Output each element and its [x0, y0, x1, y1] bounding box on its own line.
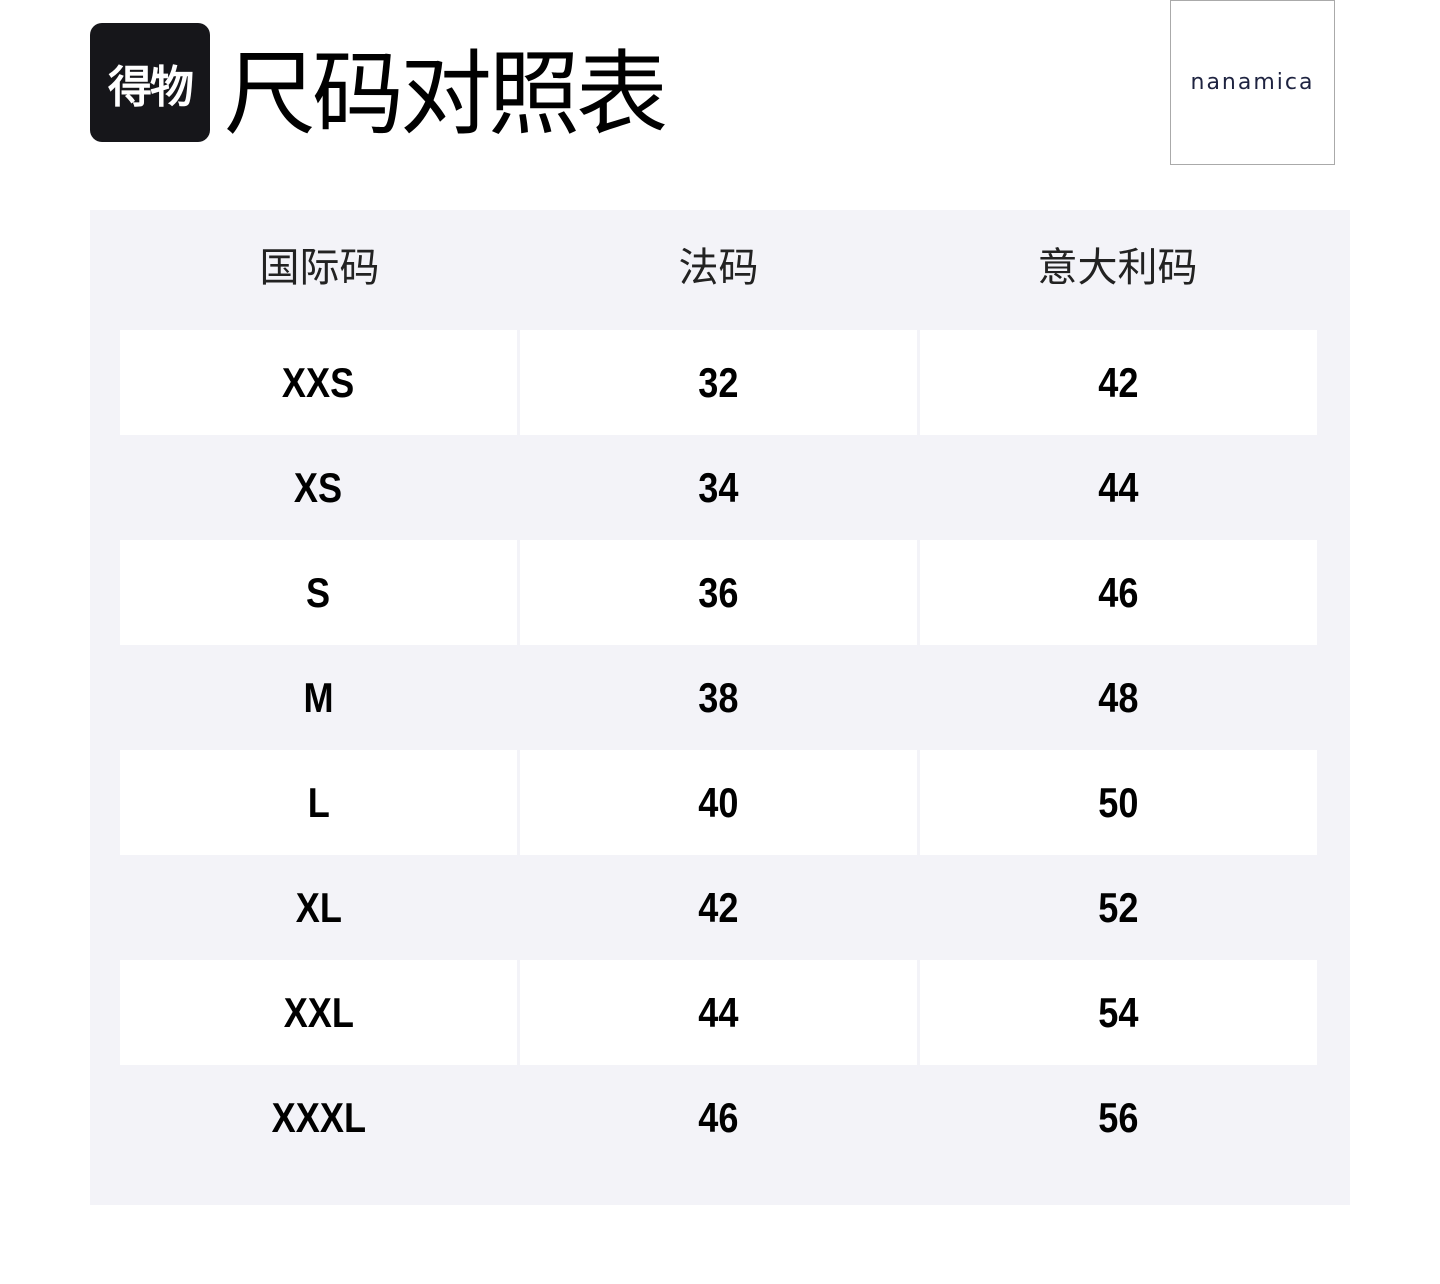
cell-value: S: [306, 568, 331, 616]
table-cell: 44: [520, 960, 917, 1065]
cell-value: 44: [698, 988, 739, 1036]
cell-value: 44: [1098, 463, 1139, 511]
table-cell: XS: [120, 435, 517, 540]
cell-value: L: [307, 778, 330, 826]
table-cell: XXL: [120, 960, 517, 1065]
table-cell: 48: [920, 645, 1317, 750]
table-row: XS 34 44: [120, 435, 1317, 540]
cell-value: 56: [1098, 1093, 1139, 1141]
cell-value: XXXL: [271, 1093, 366, 1141]
table-cell: 34: [520, 435, 917, 540]
table-cell: XXS: [120, 330, 517, 435]
column-header: 意大利码: [1037, 245, 1198, 291]
column-header: 国际码: [259, 245, 380, 291]
table-cell: 42: [520, 855, 917, 960]
cell-value: 54: [1098, 988, 1139, 1036]
size-chart-table: 国际码 法码 意大利码 XXS 32 42 XS 34 44 S 36 46 M 38 48 L 40 50…: [90, 210, 1350, 1205]
table-cell: 40: [520, 750, 917, 855]
cell-value: 46: [1098, 568, 1139, 616]
table-cell: 46: [920, 540, 1317, 645]
cell-value: 34: [698, 463, 739, 511]
table-cell: 38: [520, 645, 917, 750]
cell-value: 46: [698, 1093, 739, 1141]
cell-value: XL: [295, 883, 342, 931]
table-cell: 36: [520, 540, 917, 645]
cell-value: 40: [698, 778, 739, 826]
table-cell: S: [120, 540, 517, 645]
column-header: 法码: [678, 245, 759, 291]
table-cell: L: [120, 750, 517, 855]
table-cell: 52: [920, 855, 1317, 960]
cell-value: XXS: [282, 358, 355, 406]
page-title: 尺码对照表: [224, 41, 668, 148]
table-cell: 46: [520, 1065, 917, 1170]
cell-value: 48: [1098, 673, 1139, 721]
table-body: XXS 32 42 XS 34 44 S 36 46 M 38 48 L 40 50 XL 42 52 XXL 44 5…: [120, 330, 1317, 1170]
cell-value: 36: [698, 568, 739, 616]
cell-value: M: [303, 673, 334, 721]
table-row: M 38 48: [120, 645, 1317, 750]
table-cell: 32: [520, 330, 917, 435]
table-cell: 42: [920, 330, 1317, 435]
table-cell: XL: [120, 855, 517, 960]
dewu-logo: 得物: [90, 23, 210, 142]
cell-value: 42: [1098, 358, 1139, 406]
cell-value: 32: [698, 358, 739, 406]
table-cell: 54: [920, 960, 1317, 1065]
cell-value: XXL: [283, 988, 354, 1036]
table-cell: 44: [920, 435, 1317, 540]
cell-value: XS: [294, 463, 343, 511]
table-cell: 56: [920, 1065, 1317, 1170]
cell-value: 42: [698, 883, 739, 931]
cell-value: 52: [1098, 883, 1139, 931]
table-header: 国际码 法码 意大利码: [120, 210, 1317, 330]
table-row: XXS 32 42: [120, 330, 1317, 435]
cell-value: 50: [1098, 778, 1139, 826]
brand-logo: nanamica: [1170, 0, 1335, 165]
table-row: L 40 50: [120, 750, 1317, 855]
table-row: XXXL 46 56: [120, 1065, 1317, 1170]
table-cell: XXXL: [120, 1065, 517, 1170]
table-row: XL 42 52: [120, 855, 1317, 960]
cell-value: 38: [698, 673, 739, 721]
table-cell: 50: [920, 750, 1317, 855]
table-row: S 36 46: [120, 540, 1317, 645]
table-cell: M: [120, 645, 517, 750]
table-row: XXL 44 54: [120, 960, 1317, 1065]
